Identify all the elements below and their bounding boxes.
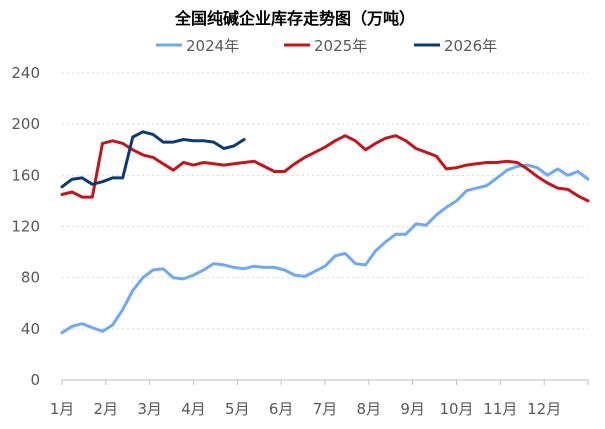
x-tick-label: 6月 — [269, 400, 294, 418]
y-tick-label: 240 — [11, 64, 40, 82]
x-tick-label: 2月 — [94, 400, 119, 418]
x-tick-label: 10月 — [439, 400, 473, 418]
y-tick-label: 120 — [11, 218, 40, 236]
legend-label: 2026年 — [444, 37, 497, 55]
y-tick-label: 40 — [21, 320, 40, 338]
x-tick-label: 7月 — [313, 400, 338, 418]
chart-title: 全国纯碱企业库存走势图（万吨） — [174, 9, 415, 28]
x-axis: 1月 2月 3月 4月 5月 6月 7月 8月 9月 10月 11月 12月 — [50, 380, 589, 418]
y-tick-label: 0 — [30, 371, 40, 389]
series-line-1 — [60, 163, 590, 335]
series-line-2 — [60, 134, 590, 203]
y-tick-label: 80 — [21, 269, 40, 287]
x-tick-label: 3月 — [137, 400, 162, 418]
x-tick-label: 5月 — [225, 400, 250, 418]
grid — [62, 72, 588, 330]
x-tick-label: 12月 — [527, 400, 561, 418]
x-tick-label: 11月 — [483, 400, 517, 418]
series-group — [60, 130, 590, 335]
y-tick-label: 200 — [11, 115, 40, 133]
x-tick-label: 8月 — [357, 400, 382, 418]
legend-label: 2025年 — [314, 37, 367, 55]
y-tick-label: 160 — [11, 166, 40, 184]
legend: 2024年 2025年 2026年 — [156, 37, 497, 55]
x-tick-label: 9月 — [400, 400, 425, 418]
legend-label: 2024年 — [186, 37, 239, 55]
x-tick-label: 4月 — [181, 400, 206, 418]
x-tick-label: 1月 — [50, 400, 75, 418]
series-line-3 — [60, 130, 246, 189]
